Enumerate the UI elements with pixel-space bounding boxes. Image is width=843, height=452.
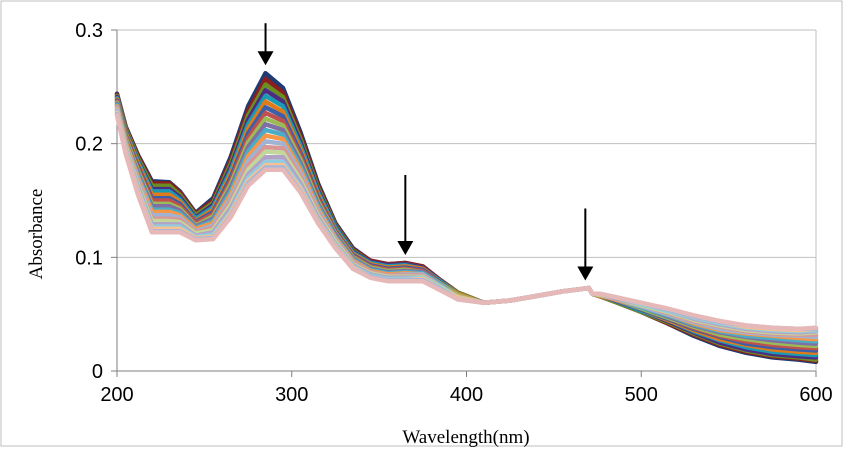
x-tick-label-1: 300 — [275, 384, 308, 406]
annotation-arrows — [257, 23, 594, 281]
series-lines — [114, 70, 819, 365]
x-axis-label: Wavelength(nm) — [402, 427, 529, 447]
arrow-head-1 — [257, 51, 274, 66]
y-axis-label: Absorbance — [26, 189, 47, 280]
x-tick-label-2: 400 — [450, 384, 483, 406]
axes — [111, 29, 817, 377]
x-tick-label-0: 200 — [100, 384, 133, 406]
arrow-head-2 — [397, 241, 414, 256]
x-tick-label-4: 600 — [799, 384, 832, 406]
y-tick-label-1: 0.1 — [75, 247, 103, 269]
y-tick-label-3: 0.3 — [75, 20, 103, 42]
arrow-head-3 — [577, 266, 594, 281]
series-line-20 — [114, 113, 819, 332]
tick-labels: 200 300 400 500 600 0 0.1 0.2 0.3 — [75, 20, 833, 406]
y-tick-label-0: 0 — [92, 361, 103, 383]
y-tick-label-2: 0.2 — [75, 134, 103, 156]
x-tick-label-3: 500 — [625, 384, 658, 406]
